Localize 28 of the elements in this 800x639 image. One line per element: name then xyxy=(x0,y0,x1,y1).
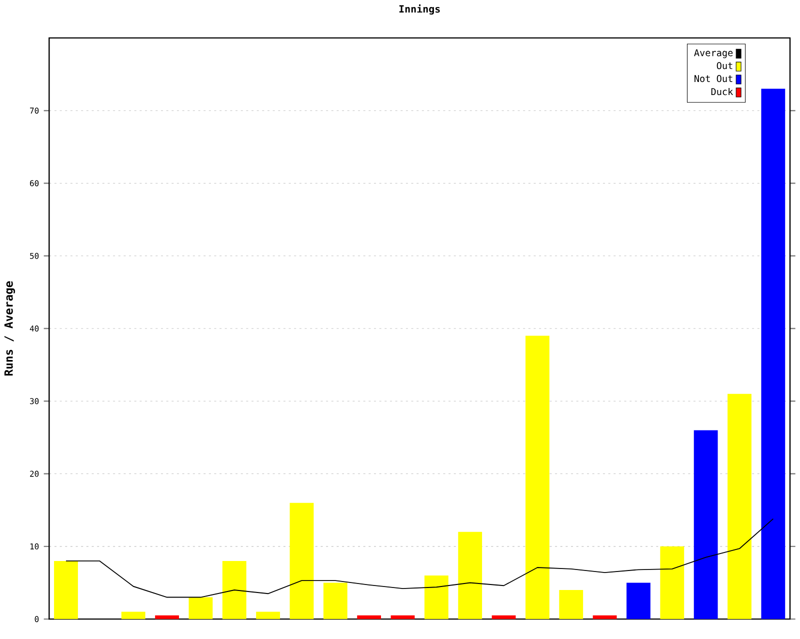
bar xyxy=(357,615,382,620)
y-axis-title: Runs / Average xyxy=(4,281,16,376)
bar xyxy=(188,597,213,620)
bar xyxy=(390,615,415,620)
chart-title: Innings xyxy=(399,4,440,15)
legend-label: Out xyxy=(716,62,732,70)
bar xyxy=(424,575,448,620)
bar xyxy=(660,546,684,620)
bar xyxy=(525,336,550,620)
bar xyxy=(222,560,246,620)
bar xyxy=(728,394,752,620)
legend-label: Not Out xyxy=(694,75,732,82)
bar xyxy=(121,612,146,620)
legend-label: Average xyxy=(694,49,733,58)
bar xyxy=(694,430,718,620)
bar xyxy=(290,502,314,620)
bar xyxy=(256,612,280,620)
bar xyxy=(761,88,786,620)
bar xyxy=(54,560,78,620)
bar xyxy=(492,615,516,620)
bar xyxy=(323,582,348,620)
bar xyxy=(458,532,482,620)
bar xyxy=(155,615,179,620)
bar xyxy=(626,582,650,620)
line-series xyxy=(66,518,774,598)
bar xyxy=(559,590,584,620)
bar xyxy=(592,615,617,620)
legend-label: Duck xyxy=(711,88,734,96)
